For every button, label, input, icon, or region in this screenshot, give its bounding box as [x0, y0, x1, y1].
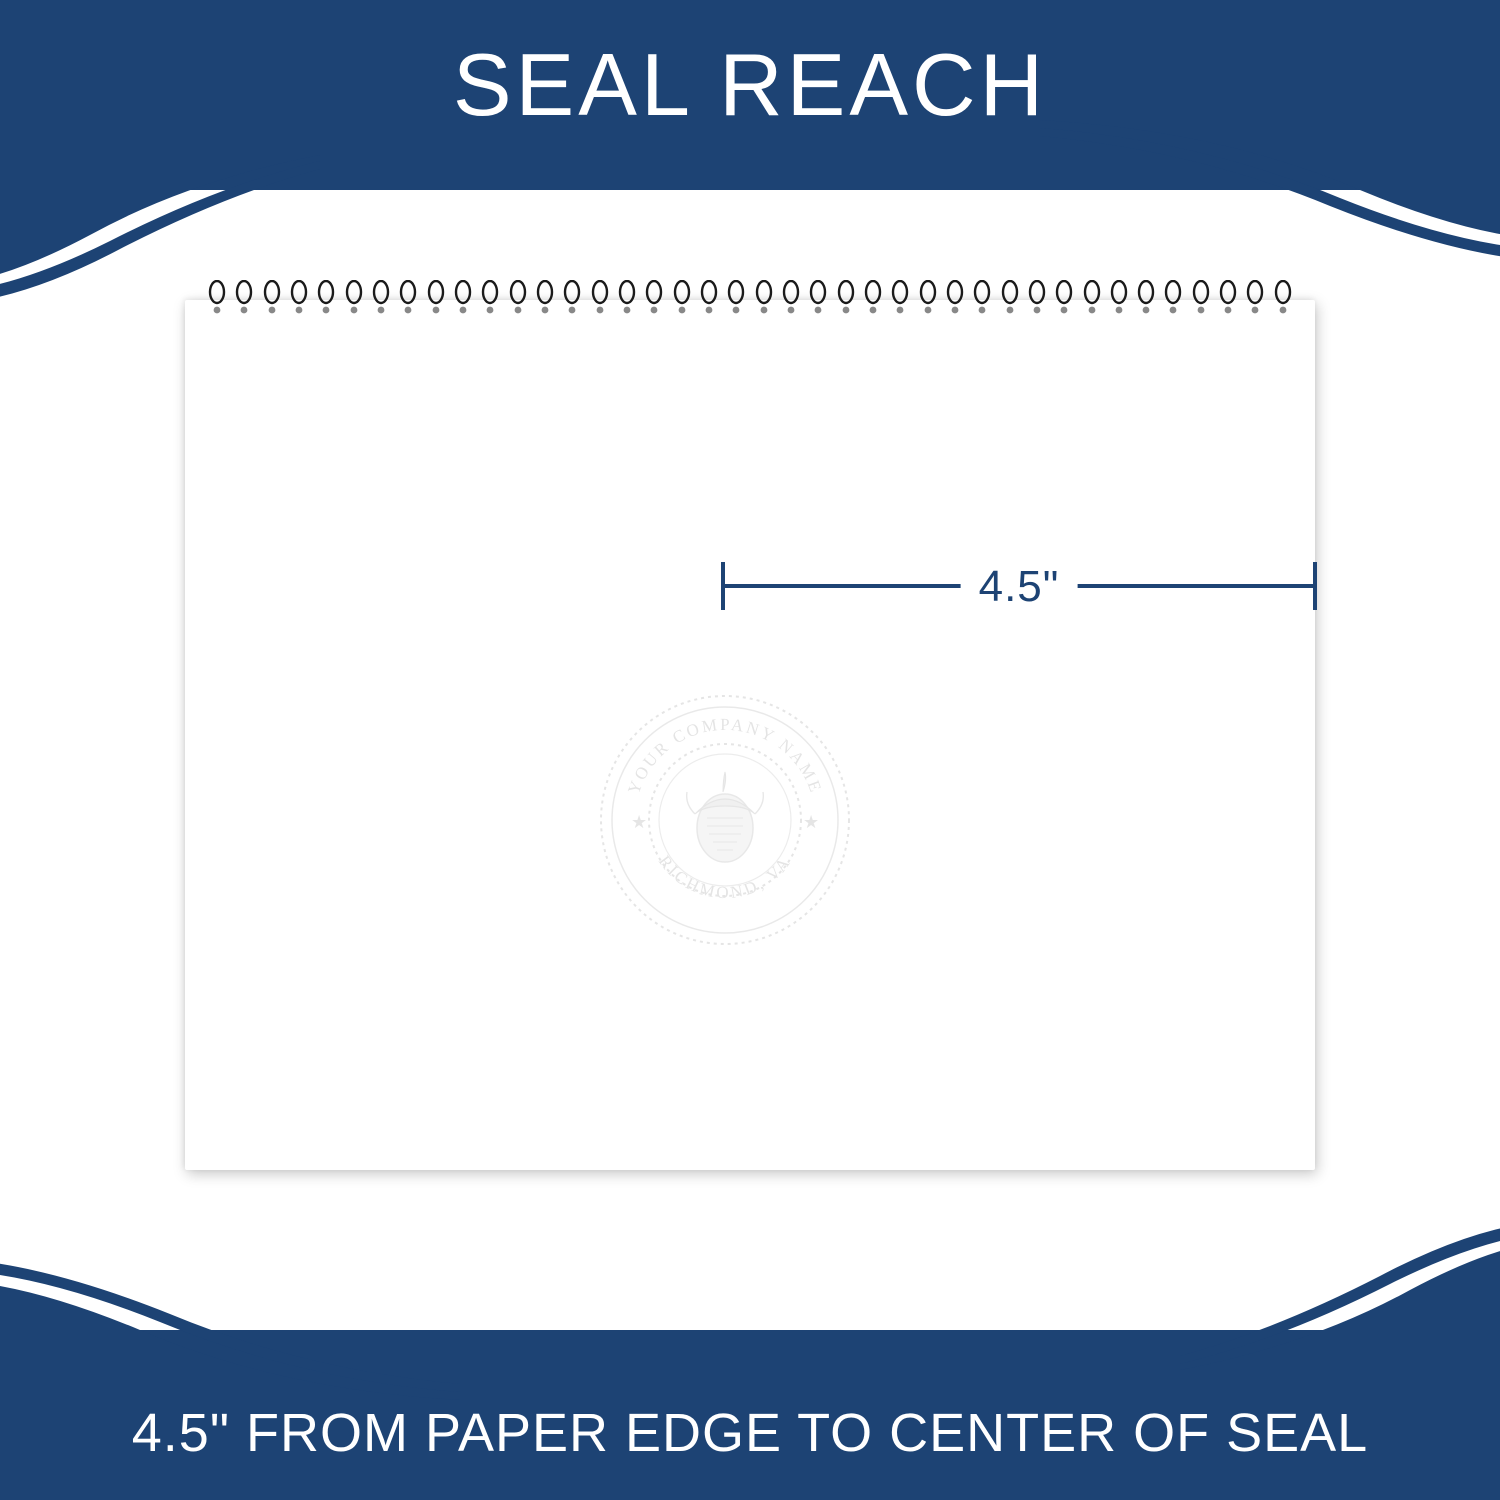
swoosh-decoration [1040, 120, 1500, 380]
notepad: YOUR COMPANY NAME RICHMOND, VA ★ ★ 4.5" [185, 300, 1315, 1170]
spiral-coil [945, 280, 965, 318]
footer-caption: 4.5" FROM PAPER EDGE TO CENTER OF SEAL [132, 1402, 1368, 1464]
svg-text:★: ★ [631, 812, 647, 832]
spiral-coil [344, 280, 364, 318]
spiral-coil [535, 280, 555, 318]
spiral-coil [672, 280, 692, 318]
swoosh-decoration [0, 1140, 460, 1400]
page-title: SEAL REACH [453, 34, 1047, 136]
svg-text:★: ★ [803, 812, 819, 832]
spiral-coil [398, 280, 418, 318]
spiral-coil [508, 280, 528, 318]
spiral-coil [590, 280, 610, 318]
spiral-coil [808, 280, 828, 318]
spiral-coil [890, 280, 910, 318]
swoosh-decoration [0, 155, 320, 415]
spiral-coil [480, 280, 500, 318]
spiral-coil [371, 280, 391, 318]
spiral-coil [918, 280, 938, 318]
spiral-coil [754, 280, 774, 318]
spiral-coil [617, 280, 637, 318]
embossed-seal: YOUR COMPANY NAME RICHMOND, VA ★ ★ [595, 690, 855, 950]
spiral-coil [781, 280, 801, 318]
swoosh-decoration [1180, 1110, 1500, 1370]
spiral-coil [972, 280, 992, 318]
dimension-value: 4.5" [961, 562, 1078, 612]
dimension-indicator: 4.5" [721, 556, 1317, 616]
spiral-coil [426, 280, 446, 318]
spiral-coil [644, 280, 664, 318]
dimension-tick-left [721, 562, 725, 610]
spiral-coil [836, 280, 856, 318]
spiral-coil [1000, 280, 1020, 318]
spiral-coil [453, 280, 473, 318]
spiral-coil [562, 280, 582, 318]
spiral-coil [726, 280, 746, 318]
spiral-coil [699, 280, 719, 318]
spiral-coil [863, 280, 883, 318]
dimension-tick-right [1313, 562, 1317, 610]
